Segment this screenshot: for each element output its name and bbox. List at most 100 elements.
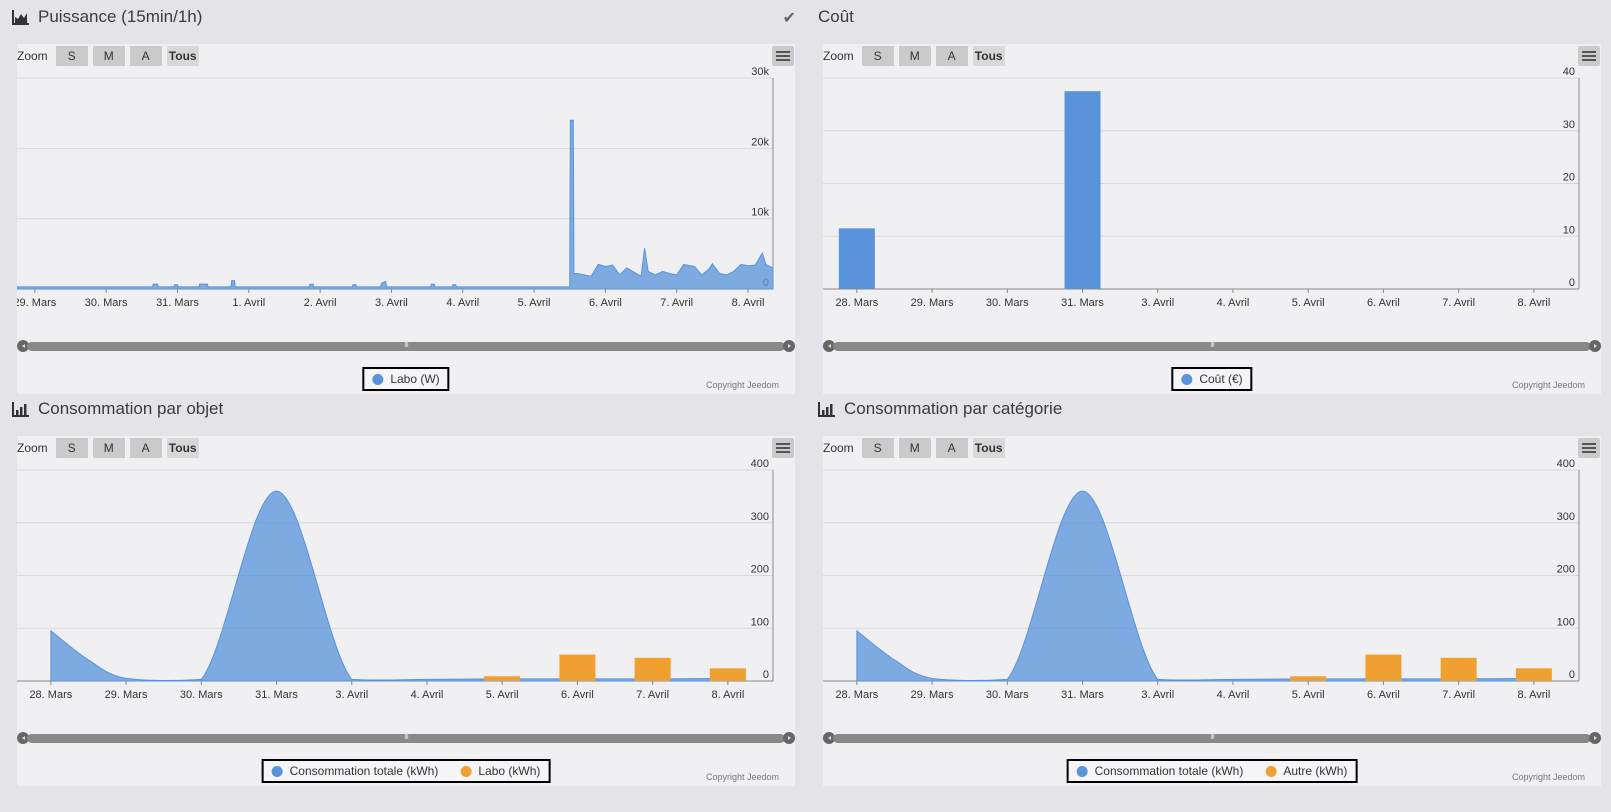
zoom-button-a[interactable]: A bbox=[935, 46, 968, 66]
zoom-button-a[interactable]: A bbox=[935, 438, 968, 458]
navigator-scrollbar[interactable]: III bbox=[17, 732, 795, 744]
x-tick-label: 28. Mars bbox=[835, 297, 878, 309]
navigator-scrollbar[interactable]: III bbox=[17, 340, 795, 352]
hamburger-menu-icon[interactable] bbox=[1578, 438, 1600, 458]
x-tick-label: 29. Mars bbox=[17, 297, 57, 309]
series-bar[interactable] bbox=[1365, 654, 1402, 681]
series-bar[interactable] bbox=[484, 676, 521, 681]
legend-marker bbox=[1076, 765, 1088, 777]
legend-item[interactable]: Consommation totale (kWh) bbox=[1076, 764, 1244, 778]
series-area[interactable] bbox=[856, 490, 1535, 682]
scroll-right-arrow-icon[interactable] bbox=[1589, 340, 1601, 352]
legend-item[interactable]: Consommation totale (kWh) bbox=[271, 764, 439, 778]
legend-label: Consommation totale (kWh) bbox=[1094, 764, 1244, 778]
x-tick-label: 2. Avril bbox=[304, 297, 337, 309]
chart-legend: Labo (W) bbox=[362, 367, 450, 391]
panel-puissance: Puissance (15min/1h)✔ZoomSMATous010k20k3… bbox=[0, 0, 806, 400]
series-area[interactable] bbox=[50, 490, 729, 682]
series-bar[interactable] bbox=[709, 668, 746, 681]
zoom-button-m[interactable]: M bbox=[898, 438, 931, 458]
x-tick-label: 4. Avril bbox=[411, 689, 444, 701]
x-tick-label: 3. Avril bbox=[375, 297, 408, 309]
zoom-button-tous[interactable]: Tous bbox=[972, 46, 1005, 66]
x-tick-label: 6. Avril bbox=[1367, 689, 1400, 701]
zoom-button-s[interactable]: S bbox=[861, 438, 894, 458]
y-tick-label: 0 bbox=[763, 669, 769, 681]
zoom-button-a[interactable]: A bbox=[129, 46, 162, 66]
zoom-button-s[interactable]: S bbox=[55, 438, 88, 458]
scroll-left-arrow-icon[interactable] bbox=[17, 340, 29, 352]
x-tick-label: 30. Mars bbox=[986, 297, 1029, 309]
x-tick-label: 31. Mars bbox=[156, 297, 199, 309]
series-area[interactable] bbox=[17, 119, 774, 290]
x-tick-label: 6. Avril bbox=[589, 297, 622, 309]
x-tick-label: 3. Avril bbox=[1141, 689, 1174, 701]
x-tick-label: 5. Avril bbox=[518, 297, 551, 309]
legend-label: Coût (€) bbox=[1199, 372, 1243, 386]
zoom-label: Zoom bbox=[17, 49, 48, 63]
scroll-left-arrow-icon[interactable] bbox=[823, 732, 835, 744]
scroll-left-arrow-icon[interactable] bbox=[823, 340, 835, 352]
navigator-handle[interactable]: III bbox=[27, 732, 785, 743]
series-bar[interactable] bbox=[634, 657, 671, 681]
series-bar[interactable] bbox=[559, 654, 596, 681]
zoom-button-s[interactable]: S bbox=[55, 46, 88, 66]
hamburger-menu-icon[interactable] bbox=[772, 46, 794, 66]
series-bar[interactable] bbox=[1515, 668, 1552, 681]
x-tick-label: 8. Avril bbox=[732, 297, 765, 309]
scroll-left-arrow-icon[interactable] bbox=[17, 732, 29, 744]
chart-legend: Consommation totale (kWh) Labo (kWh) bbox=[261, 759, 551, 783]
navigator-handle[interactable]: III bbox=[833, 340, 1591, 351]
legend-label: Consommation totale (kWh) bbox=[289, 764, 439, 778]
zoom-label: Zoom bbox=[17, 441, 48, 455]
series-bar[interactable] bbox=[1440, 657, 1477, 681]
zoom-button-a[interactable]: A bbox=[129, 438, 162, 458]
hamburger-menu-icon[interactable] bbox=[1578, 46, 1600, 66]
navigator-scrollbar[interactable]: III bbox=[823, 340, 1601, 352]
scroll-right-arrow-icon[interactable] bbox=[783, 732, 795, 744]
x-tick-label: 7. Avril bbox=[636, 689, 669, 701]
panel-title: Consommation par catégorie bbox=[818, 399, 1062, 419]
chart-card: Zoom S M A Tous 0 100 200 300 400 28. Mars 29. Mars… bbox=[823, 436, 1601, 786]
legend-item[interactable]: Coût (€) bbox=[1181, 372, 1243, 386]
legend-item[interactable]: Autre (kWh) bbox=[1265, 764, 1347, 778]
hamburger-menu-icon[interactable] bbox=[772, 438, 794, 458]
y-tick-label: 20 bbox=[1563, 172, 1575, 184]
zoom-button-m[interactable]: M bbox=[898, 46, 931, 66]
area-chart-icon bbox=[12, 9, 30, 25]
zoom-button-tous[interactable]: Tous bbox=[166, 438, 199, 458]
zoom-button-tous[interactable]: Tous bbox=[166, 46, 199, 66]
series-bar[interactable] bbox=[1290, 676, 1327, 681]
legend-item[interactable]: Labo (W) bbox=[372, 372, 440, 386]
x-tick-label: 6. Avril bbox=[1367, 297, 1400, 309]
y-tick-label: 200 bbox=[1557, 564, 1575, 576]
zoom-button-s[interactable]: S bbox=[861, 46, 894, 66]
panel-title-text: Coût bbox=[818, 7, 854, 26]
legend-label: Autre (kWh) bbox=[1283, 764, 1348, 778]
zoom-button-m[interactable]: M bbox=[92, 438, 125, 458]
y-tick-label: 40 bbox=[1563, 66, 1575, 78]
scroll-right-arrow-icon[interactable] bbox=[783, 340, 795, 352]
x-tick-label: 7. Avril bbox=[660, 297, 693, 309]
legend-marker bbox=[1265, 765, 1277, 777]
bar-chart-icon bbox=[818, 401, 836, 417]
navigator-scrollbar[interactable]: III bbox=[823, 732, 1601, 744]
y-tick-label: 0 bbox=[1569, 277, 1575, 289]
chart-plot: 0 100 200 300 400 28. Mars 29. Mars 30. Mars 31.… bbox=[823, 458, 1580, 701]
navigator-handle[interactable]: III bbox=[833, 732, 1591, 743]
scroll-right-arrow-icon[interactable] bbox=[1589, 732, 1601, 744]
panel-consommation-categorie: Consommation par catégorie Zoom S M A Tous 0 10… bbox=[806, 392, 1611, 792]
x-tick-label: 29. Mars bbox=[911, 297, 954, 309]
zoom-bar: Zoom S M A Tous bbox=[17, 438, 199, 458]
y-tick-label: 20k bbox=[751, 136, 769, 148]
navigator-handle[interactable]: III bbox=[27, 340, 785, 351]
zoom-button-m[interactable]: M bbox=[92, 46, 125, 66]
zoom-bar: Zoom S M A Tous bbox=[823, 438, 1005, 458]
zoom-button-tous[interactable]: Tous bbox=[972, 438, 1005, 458]
series-bar[interactable] bbox=[838, 228, 875, 289]
checkmark-icon[interactable]: ✔ bbox=[782, 10, 796, 27]
series-bar[interactable] bbox=[1064, 91, 1101, 289]
legend-item[interactable]: Labo (kWh) bbox=[460, 764, 540, 778]
x-tick-label: 8. Avril bbox=[1517, 689, 1550, 701]
